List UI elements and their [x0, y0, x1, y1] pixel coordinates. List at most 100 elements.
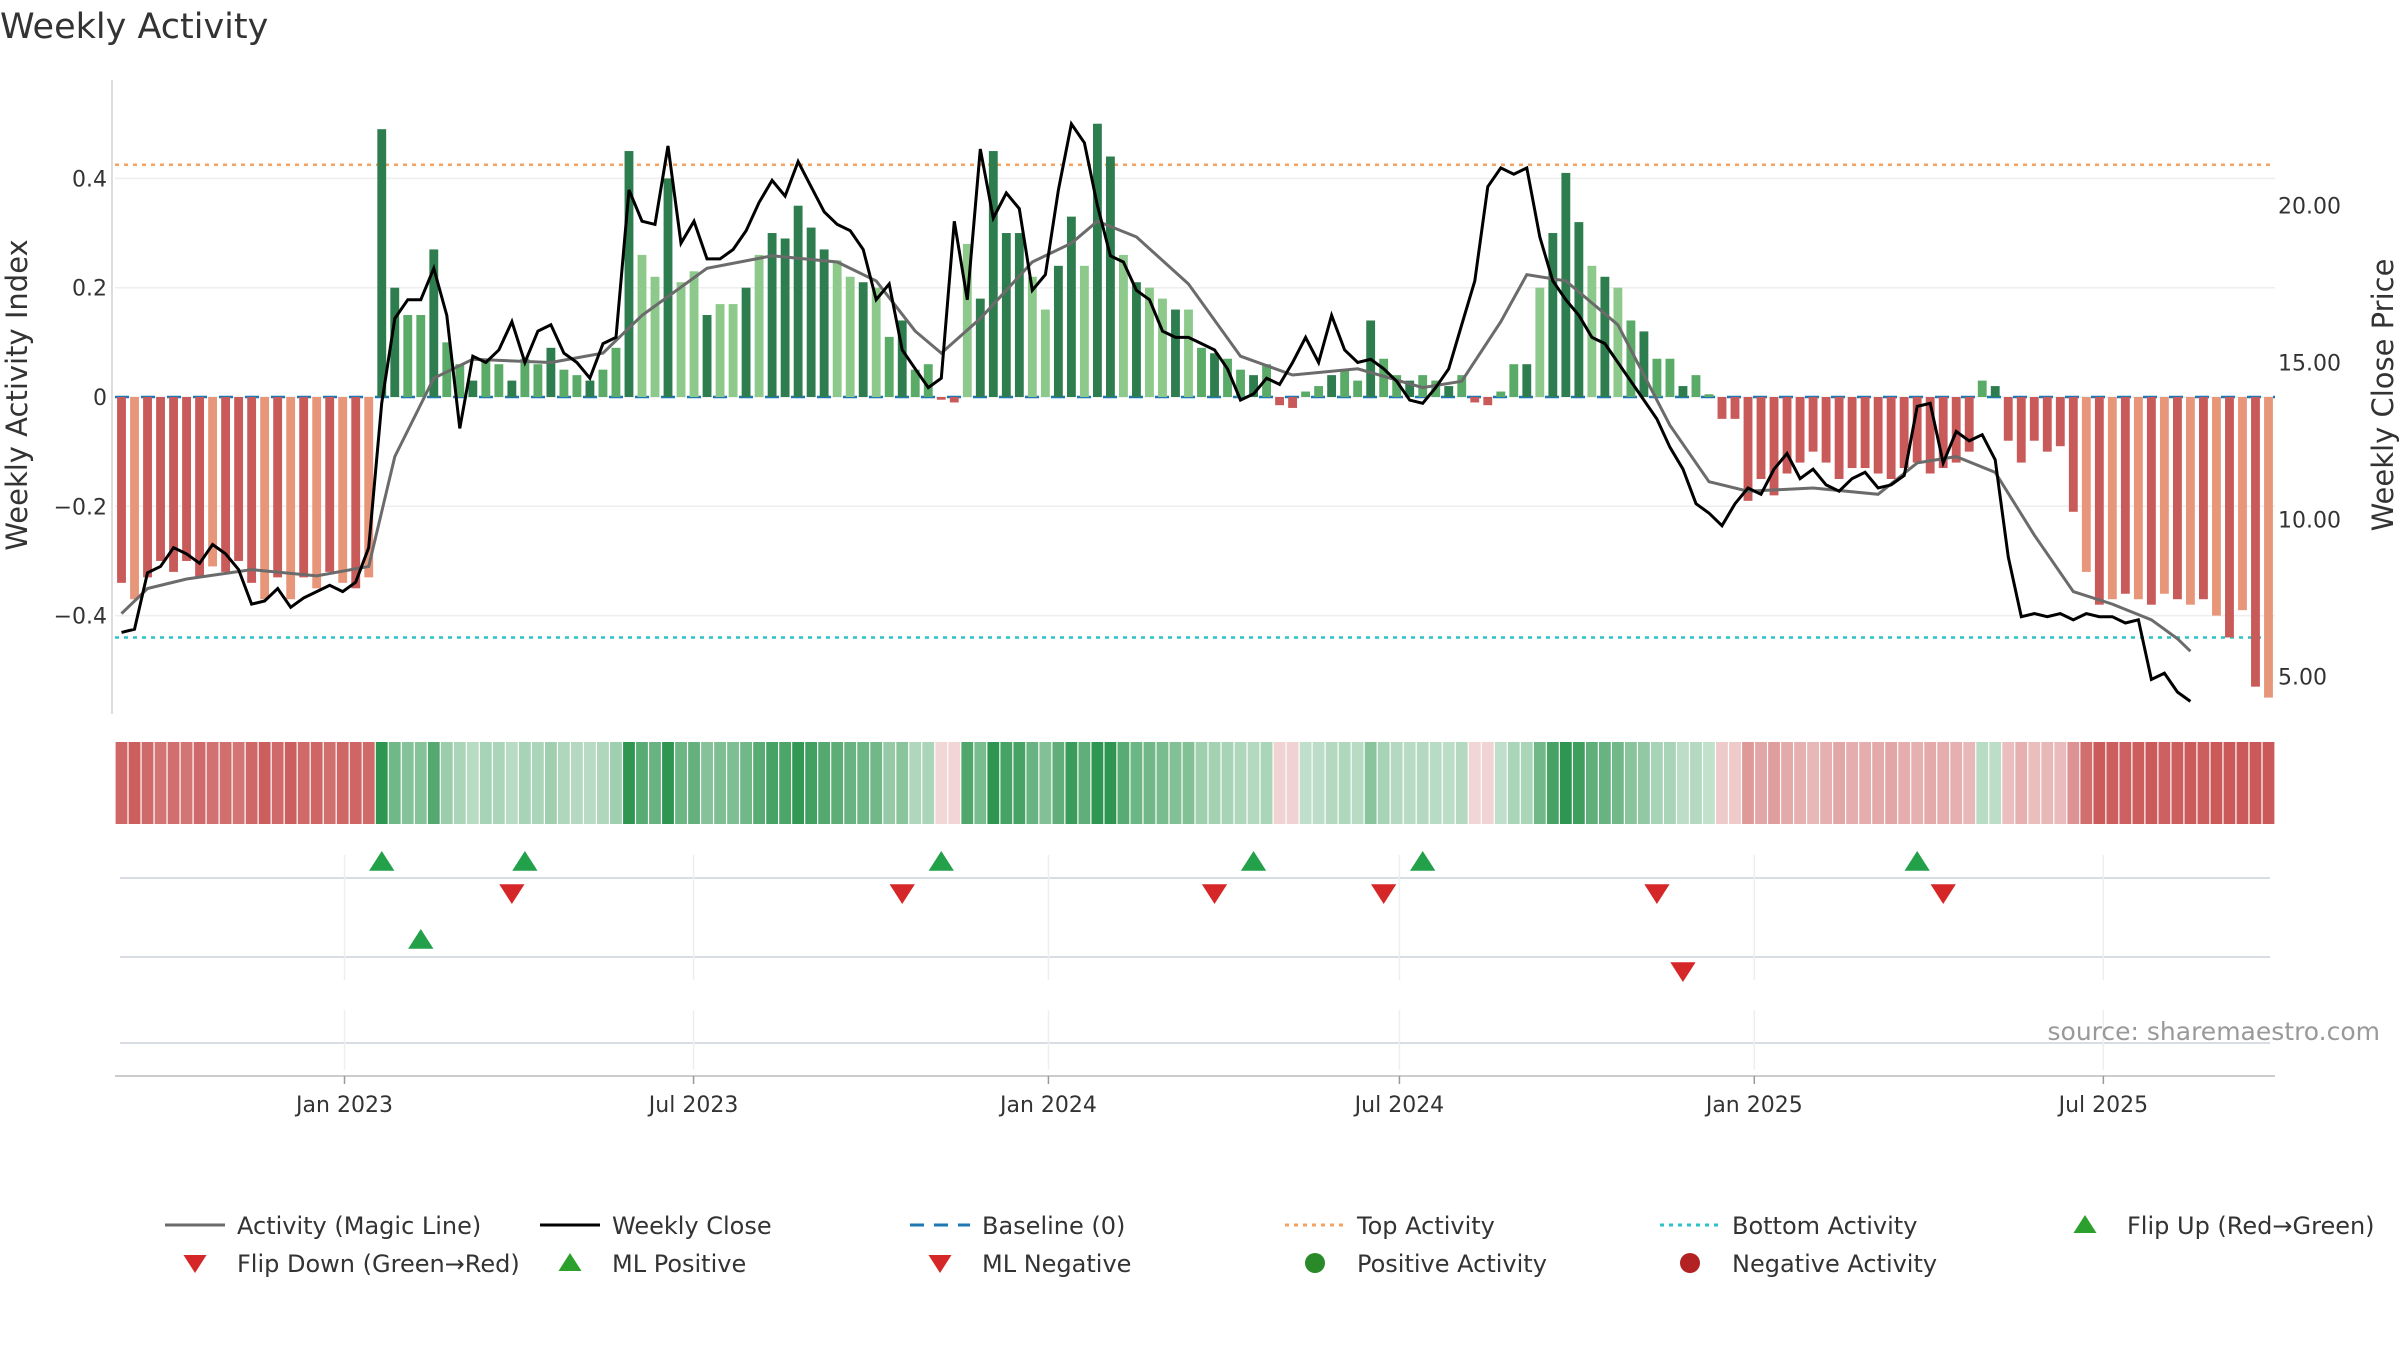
activity-bar	[754, 254, 764, 397]
activity-bar	[1587, 265, 1597, 397]
strip-cell	[1156, 742, 1169, 824]
activity-bar	[1223, 358, 1232, 397]
strip-cell	[1039, 742, 1052, 824]
flip-up-marker	[512, 851, 538, 871]
legend-swatch	[558, 1253, 582, 1271]
strip-cell	[115, 742, 128, 824]
legend-label: Baseline (0)	[982, 1212, 1125, 1240]
activity-bar	[312, 397, 322, 589]
strip-cell	[571, 742, 583, 824]
flip-up-marker	[1904, 851, 1930, 871]
activity-bar	[468, 380, 478, 397]
x-tick-label-3: Jul 2024	[1353, 1093, 1445, 1118]
activity-bar	[1977, 380, 1987, 397]
strip-cell	[1507, 742, 1520, 824]
activity-bar	[1743, 397, 1753, 501]
flip-up-marker	[1410, 851, 1436, 871]
strip-cell	[1716, 742, 1728, 824]
strip-cell	[2210, 742, 2223, 824]
activity-bar	[1483, 397, 1493, 406]
activity-bar	[351, 397, 361, 589]
strip-cell	[492, 742, 505, 824]
activity-bar	[1001, 233, 1011, 397]
legend-item-6: Flip Down (Green→Red)	[183, 1250, 520, 1278]
strip-cell	[1000, 742, 1013, 824]
y-tick-label-1: 0.2	[72, 277, 107, 302]
strip-cell	[2015, 742, 2028, 824]
activity-bar	[1066, 216, 1076, 397]
activity-bar	[1496, 391, 1506, 397]
strip-cell	[2184, 742, 2197, 824]
activity-bar	[221, 397, 231, 572]
activity-bar	[2120, 397, 2130, 594]
activity-bar	[1561, 172, 1571, 397]
strip-cell	[1494, 742, 1507, 824]
activity-bar	[2212, 397, 2221, 616]
strip-cell	[1546, 742, 1559, 824]
strip-cell	[1416, 742, 1429, 824]
legend-label: Activity (Magic Line)	[237, 1212, 481, 1240]
strip-cell	[1885, 742, 1898, 824]
activity-bar	[2068, 397, 2078, 512]
strip-cell	[1403, 742, 1416, 824]
strip-cell	[870, 742, 883, 824]
weekly-close-line	[121, 120, 2192, 703]
legend-label: Negative Activity	[1732, 1250, 1937, 1278]
activity-bar	[793, 205, 803, 397]
activity-bar	[741, 287, 751, 397]
activity-bar	[1509, 364, 1519, 397]
activity-bar	[182, 397, 191, 561]
flip-up-marker	[928, 851, 954, 871]
legend-item-9: Positive Activity	[1305, 1250, 1547, 1278]
strip-cell	[1559, 742, 1572, 824]
activity-bar	[533, 364, 543, 397]
strip-cell	[883, 742, 896, 824]
strip-cell	[662, 742, 674, 824]
strip-cell	[1117, 742, 1130, 824]
strip-cell	[1611, 742, 1624, 824]
strip-cell	[2054, 742, 2067, 824]
strip-cell	[206, 742, 219, 824]
legend-label: Weekly Close	[612, 1212, 772, 1240]
strip-cell	[284, 742, 297, 824]
activity-bar	[1899, 397, 1909, 469]
activity-bar	[1275, 397, 1285, 406]
activity-bar	[1782, 397, 1792, 474]
strip-cell	[701, 742, 713, 824]
activity-bar	[143, 397, 152, 578]
strip-cell	[1585, 742, 1598, 824]
event-markers	[115, 851, 2275, 1077]
strip-cell	[844, 742, 857, 824]
strip-cell	[688, 742, 700, 824]
legend-swatch	[2073, 1215, 2097, 1233]
y-tick-label-4: −0.4	[54, 605, 107, 630]
activity-bar	[1079, 265, 1089, 397]
strip-cell	[1351, 742, 1364, 824]
strip-cell	[2028, 742, 2041, 824]
strip-cell	[2249, 742, 2262, 824]
strip-cell	[831, 742, 844, 824]
activity-bar	[1873, 397, 1883, 474]
strip-cell	[1963, 742, 1976, 824]
activity-bar	[1340, 369, 1350, 397]
legend-item-7: ML Positive	[558, 1250, 746, 1278]
flip-down-marker	[1201, 884, 1228, 904]
strip-cell	[154, 742, 167, 824]
flip-up-marker	[369, 851, 395, 871]
strip-cell	[323, 742, 336, 824]
activity-bar	[1522, 364, 1532, 397]
x-tick-label-0: Jan 2023	[294, 1093, 393, 1118]
strip-cell	[623, 742, 635, 824]
activity-bars	[117, 123, 2273, 698]
activity-bar	[1457, 375, 1467, 397]
strip-cell	[1598, 742, 1611, 824]
activity-bar	[169, 397, 178, 572]
legend-swatch	[1680, 1253, 1700, 1273]
legend-item-1: Weekly Close	[540, 1212, 772, 1240]
activity-bar	[715, 304, 725, 397]
activity-bar	[2081, 397, 2091, 572]
activity-bar	[806, 227, 816, 397]
activity-bar	[377, 129, 387, 398]
strip-cell	[727, 742, 739, 824]
strip-cell	[544, 742, 557, 824]
